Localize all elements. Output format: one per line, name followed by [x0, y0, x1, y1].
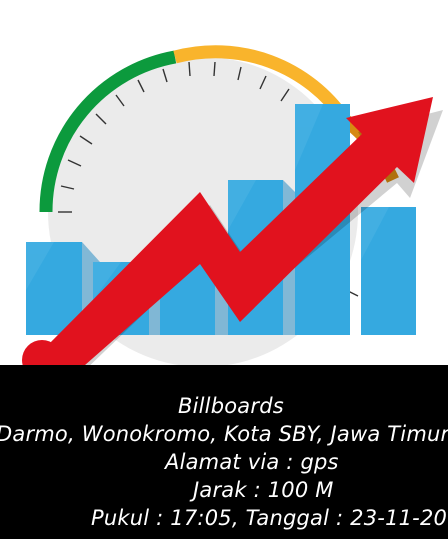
trend-arrow	[38, 97, 433, 380]
caption-title: Billboards	[178, 394, 284, 418]
gauge-arc-green	[39, 50, 177, 213]
caption-location: Darmo, Wonokromo, Kota SBY, Jawa Timur	[0, 422, 448, 446]
bar-1	[26, 242, 82, 335]
caption-distance: Jarak : 100 M	[193, 478, 334, 502]
caption-source: Alamat via : gps	[165, 450, 339, 474]
bar-6	[361, 207, 416, 335]
gauge-ticks	[58, 61, 359, 297]
growth-chart-illustration	[22, 45, 443, 380]
growth-chart-icon	[22, 45, 443, 380]
gauge-arc-yellow	[173, 45, 351, 124]
photo-caption-overlay: Billboards Darmo, Wonokromo, Kota SBY, J…	[0, 365, 448, 539]
caption-datetime: Pukul : 17:05, Tanggal : 23-11-2017	[91, 506, 448, 530]
